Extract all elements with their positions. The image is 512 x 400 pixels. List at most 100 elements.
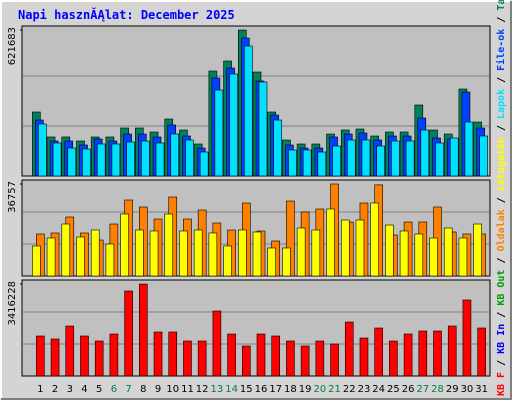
bar bbox=[286, 340, 295, 377]
legend-separator: / bbox=[496, 11, 507, 29]
x-tick-label: 30 bbox=[461, 384, 474, 395]
x-tick-label: 22 bbox=[343, 384, 356, 395]
bar bbox=[376, 145, 385, 177]
x-tick-label: 23 bbox=[358, 384, 371, 395]
bar bbox=[36, 335, 45, 377]
legend-separator: / bbox=[496, 306, 507, 324]
bar bbox=[447, 325, 457, 377]
bar bbox=[183, 340, 192, 377]
bar bbox=[164, 213, 174, 277]
legend: KB F / KB In / KB Out / Oldalak / Látoga… bbox=[495, 0, 507, 396]
x-tick-label: 18 bbox=[284, 384, 297, 395]
bar bbox=[141, 140, 150, 177]
bar bbox=[346, 139, 356, 177]
legend-separator: / bbox=[496, 191, 507, 209]
bar bbox=[458, 237, 468, 277]
bar bbox=[385, 224, 394, 277]
x-tick-label: 3 bbox=[67, 384, 73, 395]
legend-entry: KB F bbox=[496, 372, 507, 396]
bar bbox=[317, 151, 327, 177]
chart-title: Napi hasznĂĄlat: December 2025 bbox=[18, 7, 235, 22]
bar bbox=[105, 243, 115, 277]
bar bbox=[403, 333, 413, 377]
bar bbox=[168, 331, 178, 377]
bar bbox=[243, 45, 253, 177]
bar bbox=[477, 327, 486, 377]
legend-entry: KB Out bbox=[496, 270, 507, 306]
bar bbox=[90, 229, 100, 277]
x-tick-label: 31 bbox=[475, 384, 488, 395]
bar bbox=[80, 335, 89, 377]
bar bbox=[179, 230, 188, 277]
x-tick-label: 21 bbox=[328, 384, 341, 395]
bar bbox=[214, 89, 224, 177]
bar bbox=[61, 223, 71, 277]
bar bbox=[302, 149, 312, 177]
bar bbox=[111, 143, 121, 177]
y-tick-label: 3416228 bbox=[7, 281, 18, 326]
legend-entry: KB In bbox=[496, 324, 507, 354]
x-tick-label: 5 bbox=[96, 384, 102, 395]
bar bbox=[429, 237, 438, 277]
legend-entry: File-ok bbox=[495, 29, 507, 71]
bar bbox=[340, 219, 350, 277]
bar bbox=[359, 337, 369, 377]
bar bbox=[479, 135, 488, 177]
bar bbox=[258, 81, 268, 177]
legend-separator: / bbox=[496, 354, 507, 372]
x-tick-label: 1 bbox=[37, 384, 43, 395]
bar bbox=[326, 208, 335, 277]
bar bbox=[473, 223, 482, 277]
bar bbox=[405, 140, 415, 177]
bar bbox=[344, 321, 354, 377]
legend-separator: / bbox=[496, 251, 507, 269]
x-tick-label: 29 bbox=[446, 384, 459, 395]
legend-entry: Találatok bbox=[495, 0, 507, 11]
x-tick-label: 26 bbox=[402, 384, 415, 395]
bar bbox=[374, 327, 383, 377]
bar bbox=[420, 129, 430, 177]
bar bbox=[139, 283, 148, 377]
bar bbox=[256, 333, 266, 377]
bar bbox=[185, 139, 194, 177]
bar bbox=[464, 121, 474, 177]
bar bbox=[273, 119, 283, 177]
bar bbox=[82, 148, 91, 177]
x-tick-label: 11 bbox=[181, 384, 194, 395]
bar bbox=[330, 343, 339, 377]
bar bbox=[46, 237, 56, 277]
bar bbox=[418, 330, 428, 377]
bar bbox=[170, 133, 180, 177]
bar bbox=[271, 335, 281, 377]
bar bbox=[315, 340, 325, 377]
bar bbox=[311, 229, 321, 277]
x-tick-label: 28 bbox=[431, 384, 444, 395]
x-tick-label: 10 bbox=[166, 384, 179, 395]
bar bbox=[370, 202, 379, 277]
bar bbox=[241, 345, 251, 377]
bar bbox=[237, 229, 247, 277]
bar bbox=[109, 333, 119, 377]
x-tick-label: 6 bbox=[111, 384, 117, 395]
bar bbox=[208, 232, 218, 277]
x-tick-label: 2 bbox=[52, 384, 58, 395]
x-tick-label: 16 bbox=[255, 384, 268, 395]
y-tick-label: 36757 bbox=[7, 181, 18, 213]
x-tick-label: 7 bbox=[125, 384, 131, 395]
bar bbox=[443, 227, 453, 277]
bar bbox=[252, 231, 262, 277]
legend-separator: / bbox=[496, 71, 507, 89]
bar bbox=[332, 145, 341, 177]
x-tick-label: 13 bbox=[211, 384, 224, 395]
bar bbox=[414, 233, 424, 277]
bar bbox=[120, 213, 129, 277]
y-tick-label: 621683 bbox=[7, 27, 18, 65]
bar bbox=[32, 245, 41, 277]
legend-entry: Lapok bbox=[496, 89, 507, 119]
bar bbox=[193, 229, 203, 277]
bar bbox=[67, 147, 77, 177]
bar bbox=[391, 140, 400, 177]
x-tick-label: 20 bbox=[313, 384, 326, 395]
